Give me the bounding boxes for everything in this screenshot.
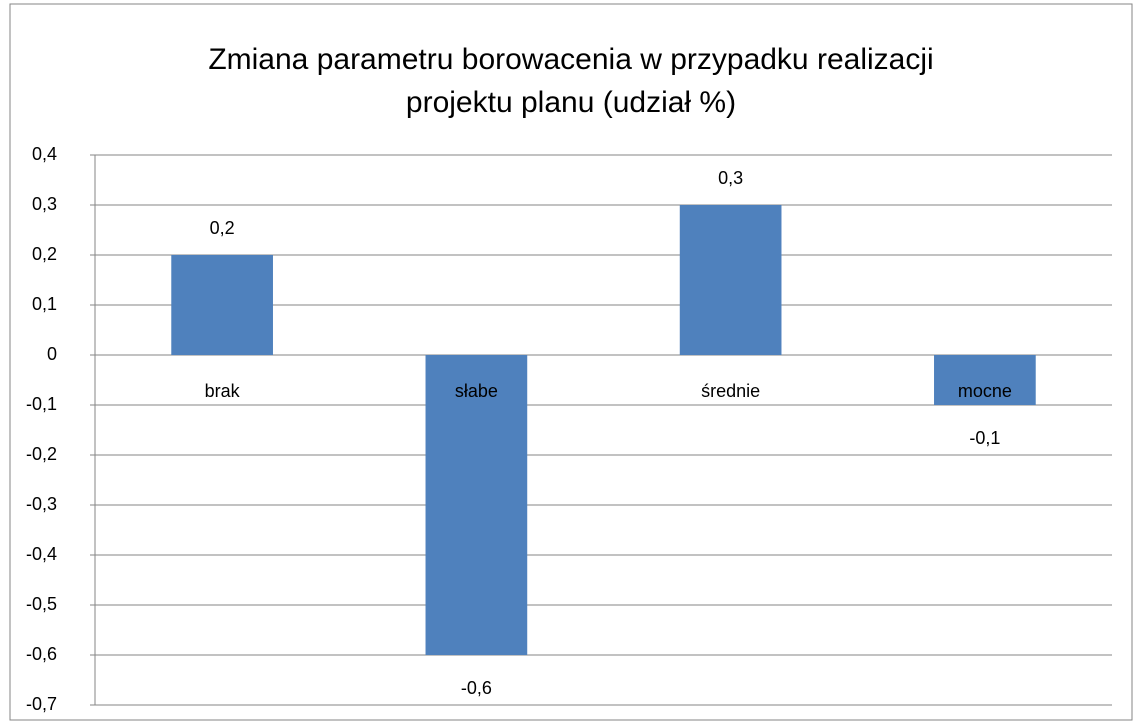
- y-tick-label: 0,2: [32, 244, 57, 264]
- y-tick-label: 0,3: [32, 194, 57, 214]
- bar: [425, 355, 528, 655]
- x-tick-label: średnie: [701, 381, 760, 401]
- bar: [171, 255, 273, 355]
- chart-title: Zmiana parametru borowacenia w przypadku…: [208, 43, 934, 119]
- x-tick-label: mocne: [958, 381, 1012, 401]
- y-tick-label: -0,2: [26, 444, 57, 464]
- data-label: -0,6: [461, 678, 492, 698]
- x-tick-label: brak: [205, 381, 241, 401]
- x-tick-label: słabe: [455, 381, 498, 401]
- bar: [679, 205, 782, 355]
- y-tick-label: -0,7: [26, 694, 57, 714]
- y-tick-label: 0,4: [32, 144, 57, 164]
- y-tick-label: 0: [47, 344, 57, 364]
- y-tick-label: -0,5: [26, 594, 57, 614]
- bar: [934, 355, 1036, 405]
- y-tick-label: -0,1: [26, 394, 57, 414]
- data-label: -0,1: [969, 428, 1000, 448]
- data-label: 0,2: [210, 218, 235, 238]
- y-tick-label: 0,1: [32, 294, 57, 314]
- data-label: 0,3: [718, 168, 743, 188]
- y-tick-label: -0,3: [26, 494, 57, 514]
- y-tick-label: -0,6: [26, 644, 57, 664]
- y-tick-label: -0,4: [26, 544, 57, 564]
